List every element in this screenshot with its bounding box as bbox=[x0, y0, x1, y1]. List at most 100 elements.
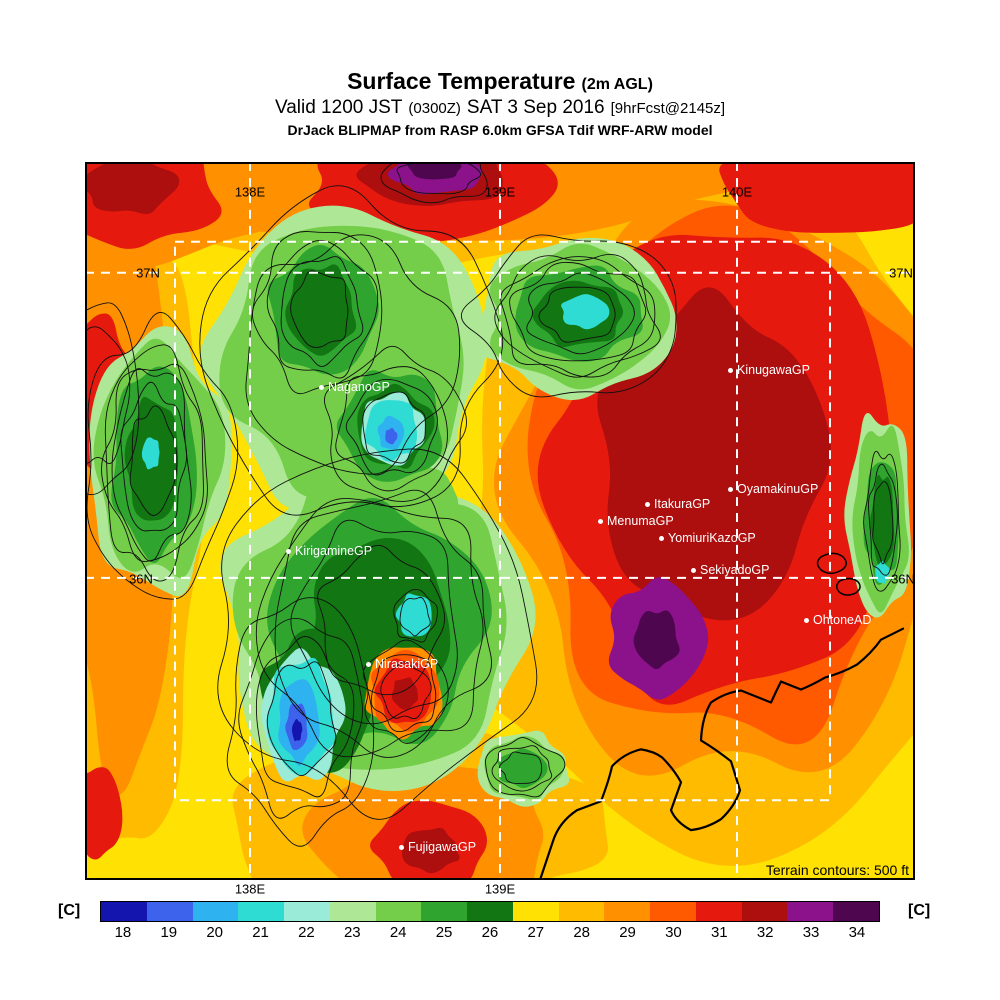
colorbar-cell bbox=[467, 902, 513, 921]
valid-time-line: Valid 1200 JST (0300Z) SAT 3 Sep 2016 [9hrF… bbox=[0, 97, 1000, 119]
terrain-contour bbox=[111, 368, 192, 562]
page-title: Surface Temperature bbox=[347, 68, 576, 94]
map-border bbox=[85, 162, 915, 880]
terrain-contour bbox=[101, 363, 208, 562]
temp-region-34C bbox=[633, 610, 680, 670]
colorbar-cell bbox=[101, 902, 147, 921]
colorbar-cell bbox=[650, 902, 696, 921]
axis-label-139E: 139E bbox=[484, 881, 516, 897]
colorbar-cell bbox=[375, 902, 422, 921]
terrain-contour bbox=[399, 596, 431, 637]
colorbar-tick: 30 bbox=[665, 924, 682, 941]
terrain-contour bbox=[266, 661, 337, 777]
terrain-contour bbox=[868, 463, 898, 576]
terrain-contour bbox=[129, 405, 178, 516]
terrain-contour bbox=[238, 617, 363, 819]
colorbar bbox=[100, 901, 880, 922]
terrain-contour bbox=[494, 254, 661, 378]
colorbar-tick: 18 bbox=[114, 924, 132, 941]
temp-region-32C bbox=[85, 162, 180, 214]
temp-region-31C bbox=[719, 162, 915, 233]
colorbar-tick: 31 bbox=[710, 924, 728, 941]
model-domain-box bbox=[174, 240, 831, 802]
colorbar-tick: 20 bbox=[206, 924, 224, 941]
colorbar-unit-left: [C] bbox=[58, 902, 81, 919]
temp-region-31C bbox=[85, 767, 123, 860]
terrain-contour bbox=[538, 286, 616, 343]
colorbar-cell bbox=[512, 902, 559, 921]
terrain-contour bbox=[380, 162, 488, 204]
colorbar-tick: 25 bbox=[435, 924, 453, 941]
model-info-line: DrJack BLIPMAP from RASP 6.0km GFSA Tdif… bbox=[287, 122, 713, 138]
terrain-contour bbox=[104, 344, 204, 582]
colorbar-tick: 27 bbox=[527, 924, 545, 941]
terrain-contour bbox=[335, 366, 448, 492]
valid-date: SAT 3 Sep 2016 bbox=[466, 97, 605, 118]
terrain-contour bbox=[226, 597, 375, 847]
terrain-contour bbox=[460, 234, 677, 398]
terrain-contour bbox=[362, 639, 449, 744]
terrain-contour bbox=[120, 381, 188, 532]
map-canvas bbox=[85, 162, 915, 880]
terrain-contour bbox=[500, 256, 656, 378]
terrain-contour bbox=[370, 654, 437, 733]
colorbar-tick: 26 bbox=[481, 924, 499, 941]
colorbar-tick: 23 bbox=[343, 924, 361, 941]
terrain-contour bbox=[266, 240, 379, 379]
terrain-contour bbox=[274, 489, 492, 758]
axis-label-138E: 138E bbox=[234, 881, 266, 897]
lake-outline bbox=[836, 577, 861, 596]
temp-region-21C bbox=[141, 437, 160, 470]
terrain-contour bbox=[245, 234, 461, 475]
latlon-grid bbox=[85, 162, 915, 880]
colorbar-tick: 24 bbox=[389, 924, 407, 941]
colorbar-cell bbox=[238, 902, 285, 921]
temp-region-21C bbox=[395, 593, 432, 637]
colorbar-cell bbox=[833, 902, 880, 921]
temp-region-18C bbox=[291, 718, 303, 742]
colorbar-cell bbox=[192, 902, 239, 921]
terrain-contour bbox=[217, 448, 538, 820]
colorbar-unit-right: [C] bbox=[908, 902, 931, 919]
terrain-contour bbox=[498, 751, 543, 785]
colorbar-tick: 29 bbox=[619, 924, 636, 941]
terrain-contour bbox=[86, 312, 239, 600]
terrain-contour bbox=[872, 481, 894, 565]
valid-prefix: Valid 1200 JST bbox=[274, 97, 403, 118]
terrain-contour bbox=[199, 185, 504, 516]
colorbar-tick: 21 bbox=[252, 924, 269, 941]
terrain-contour bbox=[526, 272, 635, 355]
terrain-contour bbox=[317, 544, 446, 696]
colorbar-cell bbox=[787, 902, 834, 921]
terrain-contour-lines bbox=[85, 162, 901, 847]
colorbar-cell bbox=[421, 902, 468, 921]
terrain-contour bbox=[324, 345, 468, 502]
temp-region-32C bbox=[402, 827, 460, 874]
temperature-map: NaganoGP KirigamineGP NirasakiGP FujigawaGP… bbox=[85, 162, 915, 897]
page-title-suffix: (2m AGL) bbox=[581, 76, 653, 93]
page-title-line: Surface Temperature (2m AGL) bbox=[0, 68, 1000, 95]
lake-outline bbox=[816, 552, 847, 575]
terrain-contour bbox=[509, 261, 647, 362]
temp-region-21C bbox=[561, 294, 610, 330]
colorbar-tick: 19 bbox=[160, 924, 178, 941]
temp-region-25C bbox=[497, 748, 548, 789]
terrain-contour bbox=[290, 270, 349, 348]
colorbar-tick: 22 bbox=[298, 924, 315, 941]
terrain-contour bbox=[252, 231, 383, 395]
terrain-contour bbox=[380, 661, 432, 720]
colorbar-cell bbox=[146, 902, 193, 921]
colorbar-tick: 32 bbox=[756, 924, 774, 941]
terrain-contour bbox=[255, 636, 355, 798]
terrain-contour bbox=[863, 450, 901, 592]
terrain-note: Terrain contours: 500 ft bbox=[765, 862, 909, 878]
forecast-cycle: [9hrFcst@2145z] bbox=[610, 100, 726, 117]
colorbar-tick: 33 bbox=[802, 924, 820, 941]
temp-region-32C bbox=[597, 287, 832, 621]
colorbar-cell bbox=[604, 902, 651, 921]
terrain-contour bbox=[362, 391, 426, 464]
colorbar-cell bbox=[695, 902, 742, 921]
temp-region-19C bbox=[385, 427, 398, 445]
colorbar-cell bbox=[329, 902, 376, 921]
